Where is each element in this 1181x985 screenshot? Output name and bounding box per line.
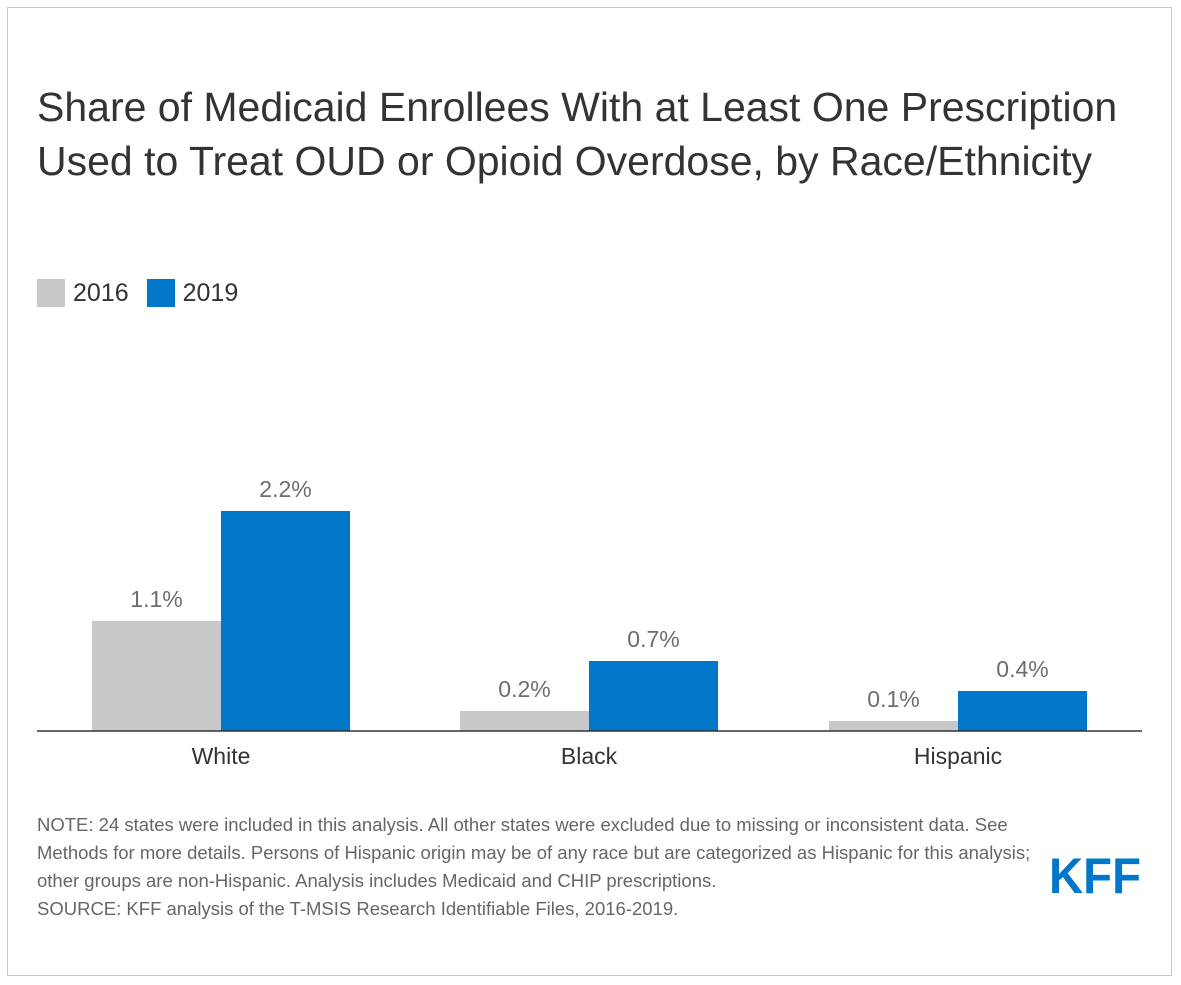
source-text: SOURCE: KFF analysis of the T-MSIS Resea… <box>37 898 679 919</box>
bar-white-2016 <box>92 621 221 731</box>
data-label-hispanic-2019: 0.4% <box>996 656 1048 682</box>
legend-item-2016: 2016 <box>37 279 129 308</box>
bar-hispanic-2016 <box>829 721 958 731</box>
notes: NOTE: 24 states were included in this an… <box>37 811 1037 923</box>
bar-hispanic-2019 <box>958 691 1087 731</box>
legend-label-2016: 2016 <box>73 278 129 307</box>
data-label-hispanic-2016: 0.1% <box>867 686 919 712</box>
bar-white-2019 <box>221 511 350 731</box>
chart-frame <box>7 7 1172 976</box>
svg-text:KFF: KFF <box>1049 851 1141 897</box>
data-label-white-2016: 1.1% <box>130 586 182 612</box>
legend-swatch-2016 <box>37 279 65 307</box>
kff-logo: KFF <box>1049 851 1141 897</box>
category-label-hispanic: Hispanic <box>914 743 1002 769</box>
category-label-black: Black <box>561 743 618 769</box>
legend: 2016 2019 <box>37 278 256 308</box>
bar-black-2016 <box>460 711 589 731</box>
data-label-black-2016: 0.2% <box>498 676 550 702</box>
legend-swatch-2019 <box>146 279 175 307</box>
data-label-white-2019: 2.2% <box>259 476 311 502</box>
legend-label-2019: 2019 <box>182 278 239 307</box>
bar-chart: 1.1% 2.2% White 0.2% 0.7% Black 0.1% 0.4% Hispan… <box>37 476 1142 769</box>
bar-black-2019 <box>589 661 718 731</box>
category-label-white: White <box>192 743 251 769</box>
legend-item-2019: 2019 <box>146 278 239 308</box>
data-label-black-2019: 0.7% <box>627 626 679 652</box>
note-text: NOTE: 24 states were included in this an… <box>37 814 1031 891</box>
chart-title: Share of Medicaid Enrollees With at Leas… <box>37 84 1118 184</box>
